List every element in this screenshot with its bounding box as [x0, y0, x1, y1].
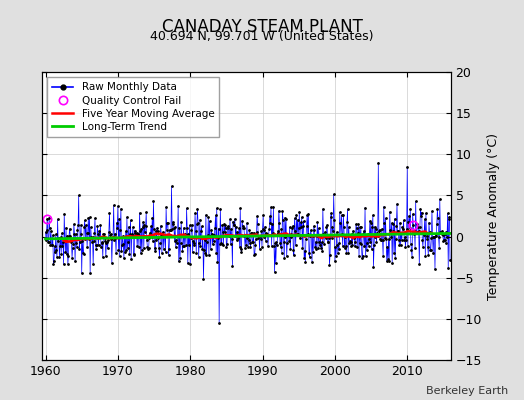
Legend: Raw Monthly Data, Quality Control Fail, Five Year Moving Average, Long-Term Tren: Raw Monthly Data, Quality Control Fail, …	[47, 77, 220, 137]
Text: 40.694 N, 99.701 W (United States): 40.694 N, 99.701 W (United States)	[150, 30, 374, 43]
Text: CANADAY STEAM PLANT: CANADAY STEAM PLANT	[161, 18, 363, 36]
Text: Berkeley Earth: Berkeley Earth	[426, 386, 508, 396]
Y-axis label: Temperature Anomaly (°C): Temperature Anomaly (°C)	[487, 132, 500, 300]
